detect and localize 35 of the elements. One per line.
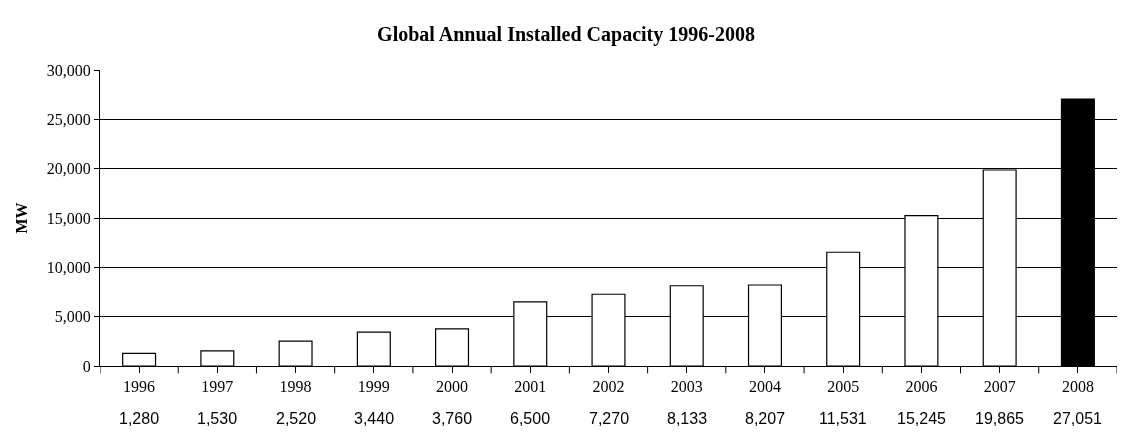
data-label: 7,270 xyxy=(589,410,630,427)
x-tick-label: 1999 xyxy=(357,378,390,396)
x-tick-label: 2004 xyxy=(748,378,781,396)
data-label: 19,865 xyxy=(975,410,1025,427)
y-tick-label: 15,000 xyxy=(46,209,91,227)
data-label: 8,207 xyxy=(745,410,786,427)
data-label: 3,440 xyxy=(354,410,395,427)
y-tick-label: 30,000 xyxy=(46,61,91,79)
y-tick-label: 25,000 xyxy=(46,110,91,128)
x-tick-label: 1996 xyxy=(123,378,156,396)
data-label: 27,051 xyxy=(1053,410,1103,427)
data-label: 11,531 xyxy=(819,410,867,427)
data-label: 2,520 xyxy=(276,410,317,427)
data-label: 6,500 xyxy=(510,410,551,427)
data-label: 8,133 xyxy=(667,410,708,427)
y-tick-label: 20,000 xyxy=(46,160,91,178)
x-tick-label: 2006 xyxy=(905,378,938,396)
y-tick-label: 10,000 xyxy=(46,258,91,276)
data-label: 1,280 xyxy=(119,410,160,427)
x-tick-label: 1997 xyxy=(201,378,234,396)
x-tick-label: 2002 xyxy=(592,378,625,396)
x-tick-label: 2005 xyxy=(827,378,860,396)
y-tick-label: 0 xyxy=(82,357,91,375)
x-tick-label: 1998 xyxy=(279,378,312,396)
x-tick-label: 2007 xyxy=(983,378,1016,396)
chart-title: Global Annual Installed Capacity 1996-2008 xyxy=(377,22,755,46)
data-label: 3,760 xyxy=(432,410,473,427)
x-tick-label: 2001 xyxy=(514,378,547,396)
x-tick-label: 2003 xyxy=(670,378,703,396)
data-label: 15,245 xyxy=(897,410,947,427)
data-label: 1,530 xyxy=(197,410,238,427)
y-axis-title: MW xyxy=(12,202,30,234)
x-tick-label: 2000 xyxy=(436,378,469,396)
x-tick-label: 2008 xyxy=(1061,378,1094,396)
y-tick-label: 5,000 xyxy=(54,308,91,326)
